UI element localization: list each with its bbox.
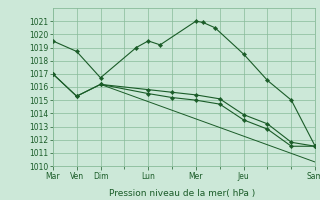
Text: Pression niveau de la mer( hPa ): Pression niveau de la mer( hPa ): [109, 189, 256, 198]
